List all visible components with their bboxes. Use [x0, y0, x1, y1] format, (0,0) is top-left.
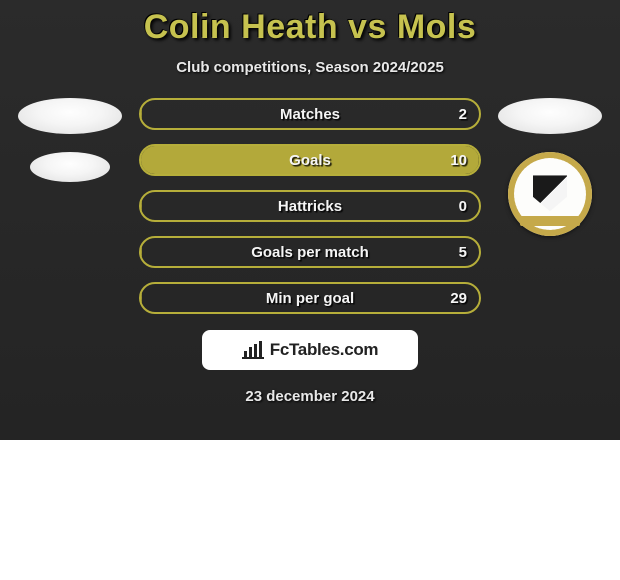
stat-row-goals: Goals 10 — [139, 144, 481, 176]
left-player-column — [15, 98, 125, 182]
club-badge-placeholder — [30, 152, 110, 182]
brand-text: FcTables.com — [270, 340, 379, 360]
stat-right-value: 29 — [438, 284, 479, 312]
stat-right-value: 0 — [447, 192, 479, 220]
right-player-column — [495, 98, 605, 236]
bar-chart-icon — [242, 341, 264, 359]
ribbon-icon — [520, 216, 580, 226]
comparison-card: Colin Heath vs Mols Club competitions, S… — [0, 0, 620, 440]
stat-right-value: 5 — [447, 238, 479, 266]
snapshot-date: 23 december 2024 — [0, 388, 620, 405]
brand-link[interactable]: FcTables.com — [202, 330, 418, 370]
stat-right-value: 10 — [438, 146, 479, 174]
stat-left-value — [141, 238, 165, 266]
stat-row-hattricks: Hattricks 0 — [139, 190, 481, 222]
stat-label: Goals — [289, 152, 331, 169]
subtitle: Club competitions, Season 2024/2025 — [0, 59, 620, 76]
stat-row-matches: Matches 2 — [139, 98, 481, 130]
stat-left-value — [141, 284, 165, 312]
stat-label: Goals per match — [251, 244, 369, 261]
player-photo-placeholder — [18, 98, 122, 134]
stat-label: Matches — [280, 106, 340, 123]
stat-right-value: 2 — [447, 100, 479, 128]
lower-blank-area — [0, 440, 620, 580]
stat-left-value — [141, 192, 165, 220]
club-badge-inner — [508, 152, 592, 236]
page-title: Colin Heath vs Mols — [0, 8, 620, 47]
stat-left-value — [141, 100, 165, 128]
content-row: Matches 2 Goals 10 Hattricks 0 Goals per… — [0, 98, 620, 314]
club-badge — [508, 152, 592, 236]
stat-label: Min per goal — [266, 290, 354, 307]
stats-list: Matches 2 Goals 10 Hattricks 0 Goals per… — [139, 98, 481, 314]
player-photo-placeholder — [498, 98, 602, 134]
stat-row-goals-per-match: Goals per match 5 — [139, 236, 481, 268]
stat-left-value — [141, 146, 165, 174]
stat-row-min-per-goal: Min per goal 29 — [139, 282, 481, 314]
stat-label: Hattricks — [278, 198, 342, 215]
